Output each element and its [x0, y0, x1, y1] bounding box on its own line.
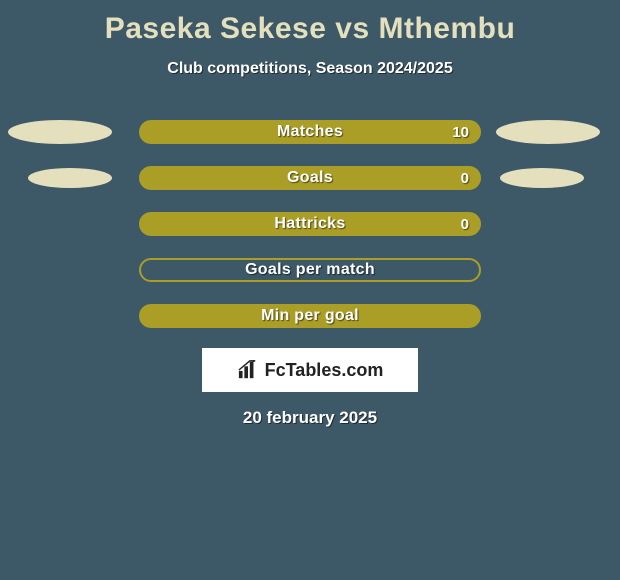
stat-bar: Min per goal	[139, 304, 481, 328]
stat-bar: Goals 0	[139, 166, 481, 190]
stat-value: 0	[461, 216, 469, 233]
stat-row-matches: Matches 10	[0, 120, 620, 144]
fctables-logo: FcTables.com	[202, 348, 418, 392]
stat-bar: Hattricks 0	[139, 212, 481, 236]
stat-row-goals: Goals 0	[0, 166, 620, 190]
stat-rows: Matches 10 Goals 0 Hattricks 0 Goals per	[0, 120, 620, 328]
stat-value: 0	[461, 170, 469, 187]
stat-row-goals-per-match: Goals per match	[0, 258, 620, 282]
page-subtitle: Club competitions, Season 2024/2025	[0, 60, 620, 78]
player2-ellipse	[500, 168, 584, 188]
stat-label: Goals per match	[245, 261, 375, 279]
stat-label: Matches	[277, 123, 343, 141]
stat-value: 10	[452, 124, 469, 141]
stat-bar: Goals per match	[139, 258, 481, 282]
stat-label: Min per goal	[261, 307, 359, 325]
player2-ellipse	[496, 120, 600, 144]
stat-bar: Matches 10	[139, 120, 481, 144]
bar-chart-icon	[237, 360, 259, 380]
stat-row-min-per-goal: Min per goal	[0, 304, 620, 328]
infographic-canvas: Paseka Sekese vs Mthembu Club competitio…	[0, 0, 620, 580]
player1-ellipse	[8, 120, 112, 144]
logo-text: FcTables.com	[265, 360, 384, 381]
page-title: Paseka Sekese vs Mthembu	[0, 0, 620, 46]
stat-label: Hattricks	[274, 215, 345, 233]
stat-label: Goals	[287, 169, 333, 187]
generated-date: 20 february 2025	[0, 408, 620, 428]
stat-row-hattricks: Hattricks 0	[0, 212, 620, 236]
player1-ellipse	[28, 168, 112, 188]
